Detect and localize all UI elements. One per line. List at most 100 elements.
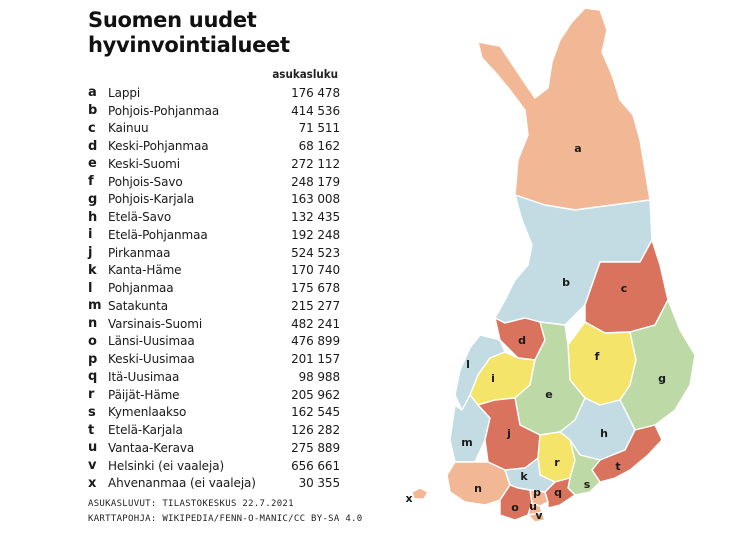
region-letter: q (88, 369, 98, 385)
region-letter: o (88, 333, 97, 349)
region-population: 170 740 (291, 263, 340, 278)
region-name: Etelä-Pohjanmaa (108, 227, 208, 242)
region-row: l Pohjanmaa 175 678 (88, 279, 340, 297)
map-label-x: x (405, 492, 412, 505)
region-letter: g (88, 191, 98, 207)
source-statistics: ASUKASLUVUT: TILASTOKESKUS 22.7.2021 (88, 499, 294, 509)
region-population: 176 478 (291, 85, 340, 100)
region-name: Kymenlaakso (108, 405, 187, 420)
region-name: Ahvenanmaa (ei vaaleja) (108, 476, 256, 491)
region-row: j Pirkanmaa 524 523 (88, 244, 340, 262)
region-letter: t (88, 422, 95, 438)
region-name: Etelä-Karjala (108, 423, 183, 438)
region-population: 71 511 (298, 121, 340, 136)
region-letter: d (88, 138, 98, 154)
region-population: 68 162 (298, 139, 340, 154)
map-label-a: a (574, 142, 581, 155)
region-letter: u (88, 440, 98, 456)
region-population: 272 112 (291, 156, 340, 171)
region-name: Keski-Uusimaa (108, 352, 195, 367)
map-label-b: b (562, 276, 570, 289)
region-name: Keski-Pohjanmaa (108, 139, 209, 154)
region-name: Itä-Uusimaa (108, 369, 180, 384)
region-letter: f (88, 174, 94, 190)
region-population: 98 988 (298, 369, 340, 384)
map-label-v: v (535, 509, 543, 522)
region-letter: n (88, 316, 98, 332)
region-name: Satakunta (108, 298, 168, 313)
region-letter: b (88, 103, 98, 119)
region-name: Varsinais-Suomi (108, 316, 203, 331)
region-population: 126 282 (291, 423, 340, 438)
region-kymenlaakso (567, 439, 601, 496)
region-letter: v (88, 458, 97, 474)
population-column-header: asukasluku (272, 67, 338, 81)
region-row: v Helsinki (ei vaaleja) 656 661 (88, 457, 340, 475)
map-label-i: i (491, 372, 495, 385)
region-letter: i (88, 227, 93, 243)
region-population: 414 536 (291, 103, 340, 118)
region-population: 30 355 (298, 476, 340, 491)
region-letter: s (88, 404, 96, 420)
title-line-1: Suomen uudet (88, 8, 257, 32)
map-label-s: s (584, 478, 591, 491)
region-letter: a (88, 85, 97, 101)
map-label-g: g (658, 372, 666, 385)
region-population: 175 678 (291, 281, 340, 296)
region-row: f Pohjois-Savo 248 179 (88, 173, 340, 191)
region-lappi (477, 7, 651, 211)
region-row: d Keski-Pohjanmaa 68 162 (88, 137, 340, 155)
region-letter: h (88, 209, 98, 225)
region-letter: r (88, 387, 95, 403)
region-name: Pohjanmaa (108, 281, 174, 296)
region-ahvenanmaa (411, 487, 429, 500)
region-ita-uusimaa (544, 477, 576, 509)
map-label-h: h (600, 427, 608, 440)
region-row: g Pohjois-Karjala 163 008 (88, 191, 340, 209)
region-name: Etelä-Savo (108, 210, 172, 225)
region-population: 275 889 (291, 440, 340, 455)
region-helsinki (527, 511, 546, 523)
region-name: Lappi (108, 85, 141, 100)
region-name: Vantaa-Kerava (108, 440, 195, 455)
region-row: p Keski-Uusimaa 201 157 (88, 350, 340, 368)
region-name: Helsinki (ei vaaleja) (108, 458, 225, 473)
region-row: b Pohjois-Pohjanmaa 414 536 (88, 102, 340, 120)
title-line-2: hyvinvointialueet (88, 33, 290, 57)
region-list: a Lappi 176 478 b Pohjois-Pohjanmaa 414 536 c K… (88, 84, 340, 492)
region-population: 476 899 (291, 334, 340, 349)
region-letter: x (88, 475, 97, 491)
map-title: Suomen uudet hyvinvointialueet (88, 8, 348, 58)
map-label-p: p (533, 486, 541, 499)
map-label-l: l (466, 358, 470, 371)
map-label-o: o (511, 501, 519, 514)
region-row: a Lappi 176 478 (88, 84, 340, 102)
map-label-e: e (545, 388, 552, 401)
region-row: r Päijät-Häme 205 962 (88, 386, 340, 404)
region-letter: c (88, 120, 96, 136)
region-population: 656 661 (291, 458, 340, 473)
map-label-u: u (529, 500, 537, 513)
region-name: Pohjois-Pohjanmaa (108, 103, 220, 118)
region-population: 215 277 (291, 298, 340, 313)
region-population: 524 523 (291, 245, 340, 260)
region-population: 248 179 (291, 174, 340, 189)
region-name: Keski-Suomi (108, 156, 181, 171)
region-keski-uusimaa (529, 489, 549, 507)
region-pohjois-karjala (619, 299, 696, 431)
region-name: Pirkanmaa (108, 245, 171, 260)
region-row: i Etelä-Pohjanmaa 192 248 (88, 226, 340, 244)
region-row: n Varsinais-Suomi 482 241 (88, 315, 340, 333)
region-name: Kainuu (108, 121, 149, 136)
region-population: 205 962 (291, 387, 340, 402)
region-row: e Keski-Suomi 272 112 (88, 155, 340, 173)
region-row: q Itä-Uusimaa 98 988 (88, 368, 340, 386)
map-label-c: c (621, 282, 628, 295)
map-label-n: n (474, 482, 482, 495)
region-name: Länsi-Uusimaa (108, 334, 195, 349)
region-row: t Etelä-Karjala 126 282 (88, 421, 340, 439)
region-name: Päijät-Häme (108, 387, 180, 402)
region-row: m Satakunta 215 277 (88, 297, 340, 315)
region-name: Pohjois-Karjala (108, 192, 195, 207)
source-map-base: KARTTAPOHJA: WIKIPEDIA/FENN-O-MANIC/CC B… (88, 514, 363, 524)
